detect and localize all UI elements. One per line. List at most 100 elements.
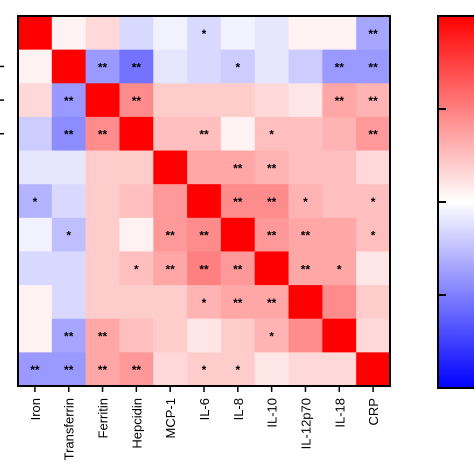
heatmap-cell xyxy=(254,285,290,320)
heatmap-cell xyxy=(119,150,154,185)
heatmap-cell xyxy=(187,150,222,185)
significance-marker: * xyxy=(303,195,308,209)
heatmap-cell xyxy=(288,285,323,320)
significance-marker: ** xyxy=(98,60,108,74)
heatmap-cell xyxy=(119,16,154,51)
heatmap-cell xyxy=(18,318,53,353)
heatmap-cell xyxy=(356,83,391,118)
heatmap-cells xyxy=(18,16,391,387)
heatmap-cell xyxy=(51,251,87,286)
heatmap-cell xyxy=(322,116,357,152)
heatmap-cell xyxy=(288,352,323,387)
heatmap-cell xyxy=(119,285,154,320)
heatmap-cell xyxy=(85,318,120,353)
significance-marker: ** xyxy=(199,128,209,142)
heatmap-cell xyxy=(187,16,222,51)
heatmap-cell xyxy=(288,217,323,252)
heatmap-cell xyxy=(153,184,188,219)
heatmap-cell xyxy=(356,116,391,152)
significance-marker: * xyxy=(202,27,207,41)
heatmap-cell xyxy=(119,352,154,387)
heatmap-cell xyxy=(220,285,256,320)
heatmap-cell xyxy=(153,150,188,185)
heatmap-cell xyxy=(153,83,188,118)
heatmap-cell xyxy=(85,285,120,320)
heatmap-cell xyxy=(153,318,188,353)
significance-marker: ** xyxy=(98,363,108,377)
significance-marker: ** xyxy=(368,27,378,41)
heatmap-cell xyxy=(51,285,87,320)
significance-marker: * xyxy=(371,195,376,209)
heatmap-cell xyxy=(119,217,154,252)
significance-markers: * **** ** * ** **** ** ** **** ** ** * **** *** ** ** * *… xyxy=(30,27,378,377)
heatmap-cell xyxy=(254,150,290,185)
colorbar-ticks xyxy=(438,108,446,296)
heatmap-cell xyxy=(85,116,120,152)
heatmap-cell xyxy=(322,184,357,219)
significance-marker: ** xyxy=(233,296,243,310)
heatmap-cell xyxy=(220,251,256,286)
heatmap-cell xyxy=(153,49,188,84)
heatmap-cell xyxy=(254,16,290,51)
significance-marker: ** xyxy=(267,161,277,175)
heatmap-cell xyxy=(51,150,87,185)
heatmap-cell xyxy=(322,318,357,353)
heatmap-cell xyxy=(187,49,222,84)
significance-marker: ** xyxy=(132,363,142,377)
heatmap-cell xyxy=(322,49,357,84)
heatmap-cell xyxy=(187,251,222,286)
heatmap-cell xyxy=(85,352,120,387)
x-axis-label: IL-10 xyxy=(265,398,280,428)
significance-marker: ** xyxy=(233,161,243,175)
significance-marker: ** xyxy=(98,128,108,142)
heatmap-cell xyxy=(254,49,290,84)
heatmap-cell xyxy=(220,49,256,84)
axis-ticks xyxy=(0,65,374,392)
heatmap-cell xyxy=(153,251,188,286)
heatmap-cell xyxy=(85,184,120,219)
heatmap-cell xyxy=(187,83,222,118)
significance-marker: * xyxy=(269,330,274,344)
x-axis-label: IL-6 xyxy=(197,398,212,420)
significance-marker: ** xyxy=(233,195,243,209)
heatmap-cell xyxy=(254,184,290,219)
heatmap-cell xyxy=(51,116,87,152)
heatmap-cell xyxy=(187,184,222,219)
significance-marker: ** xyxy=(64,330,74,344)
heatmap-cell xyxy=(18,83,53,118)
significance-marker: * xyxy=(134,262,139,276)
significance-marker: ** xyxy=(368,60,378,74)
heatmap-cell xyxy=(288,83,323,118)
heatmap-cell xyxy=(288,49,323,84)
heatmap-cell xyxy=(18,116,53,152)
heatmap-cell xyxy=(153,16,188,51)
heatmap-cell xyxy=(187,116,222,152)
significance-marker: ** xyxy=(199,262,209,276)
heatmap-cell xyxy=(119,83,154,118)
significance-marker: * xyxy=(202,296,207,310)
heatmap-cell xyxy=(153,285,188,320)
heatmap-cell xyxy=(356,150,391,185)
heatmap-cell xyxy=(322,251,357,286)
heatmap-cell xyxy=(322,285,357,320)
heatmap-cell xyxy=(288,318,323,353)
x-axis-label: Ferritin xyxy=(96,398,111,438)
heatmap-cell xyxy=(51,217,87,252)
heatmap-cell xyxy=(288,184,323,219)
heatmap-cell xyxy=(85,83,120,118)
significance-marker: ** xyxy=(335,94,345,108)
heatmap-cell xyxy=(18,251,53,286)
heatmap-cell xyxy=(51,318,87,353)
heatmap-cell xyxy=(322,16,357,51)
heatmap-cell xyxy=(85,16,120,51)
heatmap-cell xyxy=(119,251,154,286)
heatmap-cell xyxy=(18,285,53,320)
x-axis-label: IL-12p70 xyxy=(298,398,313,449)
x-axis-label: Hepcidin xyxy=(129,398,144,449)
significance-marker: ** xyxy=(368,94,378,108)
significance-marker: * xyxy=(235,363,240,377)
heatmap-cell xyxy=(51,184,87,219)
significance-marker: * xyxy=(371,229,376,243)
heatmap-cell xyxy=(18,16,53,51)
